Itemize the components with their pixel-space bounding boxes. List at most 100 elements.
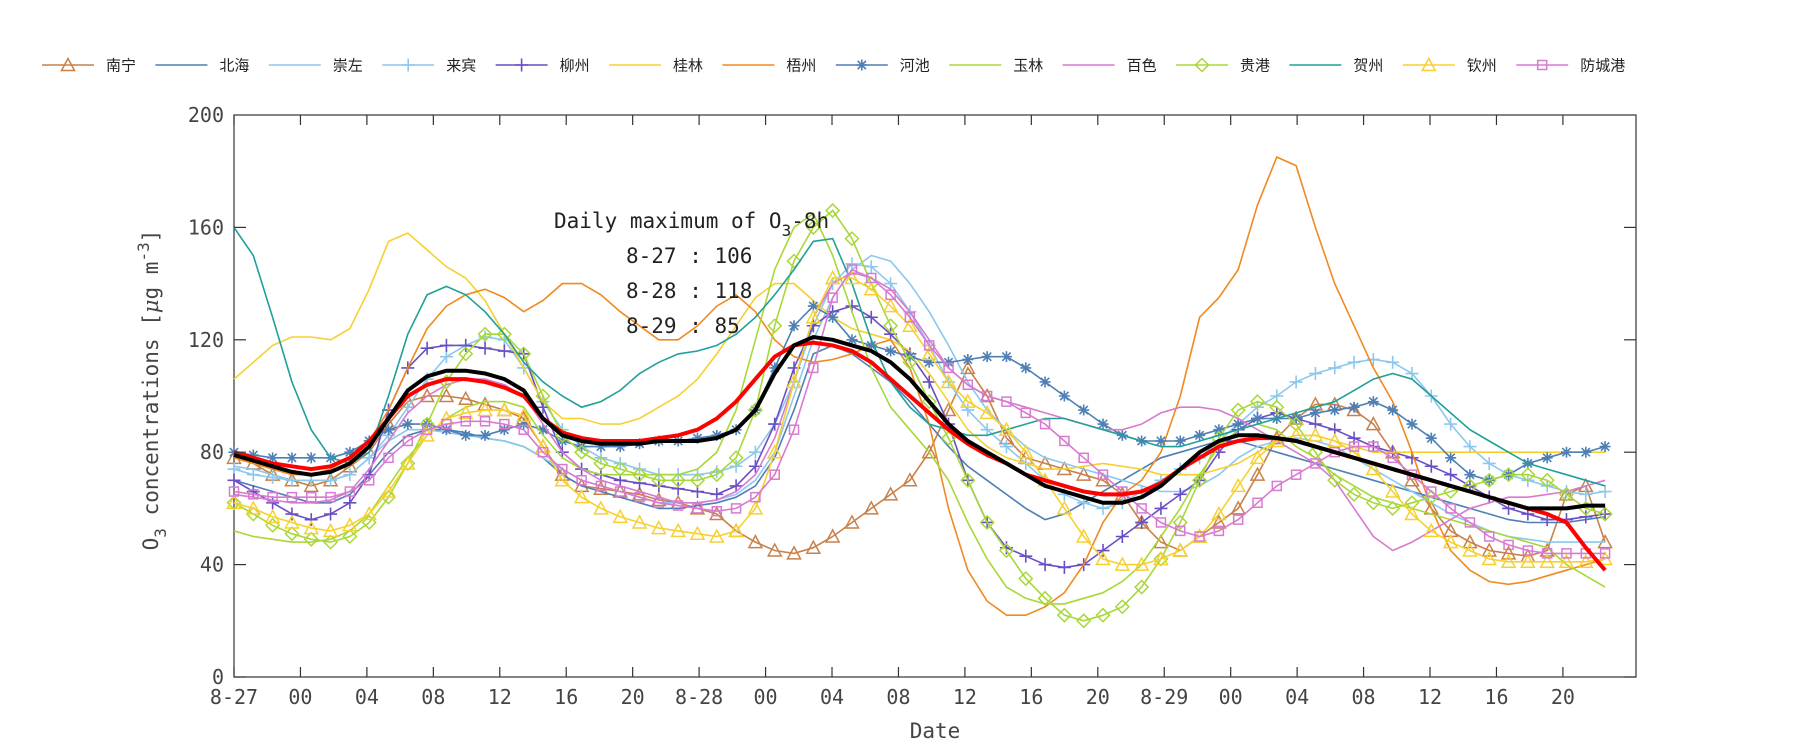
legend-item: 防城港 [1516, 57, 1625, 75]
data-point-marker [380, 483, 397, 498]
legend-item: 贵港 [1176, 57, 1270, 75]
data-point-marker [1020, 362, 1032, 374]
data-point-marker [1560, 446, 1572, 458]
data-point-marker [267, 491, 278, 503]
data-point-marker [1598, 485, 1612, 499]
data-point-marker [1442, 534, 1459, 549]
legend-swatch-marker [856, 59, 868, 71]
x-tick-label: 20 [621, 685, 645, 709]
data-point-marker [1252, 497, 1263, 509]
data-point-marker [634, 491, 645, 503]
data-point-marker [883, 318, 899, 334]
data-point-marker [962, 353, 974, 365]
data-point-marker [1426, 486, 1437, 497]
data-point-marker [766, 444, 783, 459]
data-point-marker [750, 491, 761, 503]
data-point-marker [1539, 553, 1555, 569]
data-point-marker [1404, 505, 1420, 521]
data-point-marker [228, 486, 240, 497]
data-point-marker [747, 534, 764, 549]
data-point-marker [1348, 441, 1360, 452]
data-point-marker [1599, 548, 1611, 559]
data-point-marker [573, 489, 590, 504]
data-point-marker [844, 231, 860, 247]
data-point-marker [1153, 550, 1169, 566]
legend-item: 贺州 [1289, 57, 1383, 75]
data-point-marker [689, 472, 706, 488]
data-point-marker [438, 387, 455, 403]
data-point-marker [1059, 435, 1070, 447]
data-point-marker [343, 496, 357, 510]
data-point-marker [943, 356, 955, 368]
data-point-marker [1230, 402, 1246, 418]
data-point-marker [1078, 452, 1089, 464]
data-point-marker [1482, 456, 1496, 470]
legend-item: 河池 [835, 57, 930, 75]
data-point-marker [1578, 553, 1594, 569]
data-point-marker [284, 514, 300, 529]
data-point-marker [595, 480, 607, 492]
data-point-marker [670, 472, 686, 488]
x-tick-label: 16 [554, 685, 578, 709]
data-point-marker [1558, 486, 1575, 502]
data-point-marker [1290, 469, 1302, 480]
data-point-marker [1346, 486, 1362, 502]
data-point-marker [227, 462, 241, 476]
data-point-marker [303, 531, 319, 547]
legend-item: 北海 [155, 57, 249, 75]
data-point-marker [711, 505, 723, 517]
data-point-marker [284, 526, 300, 542]
data-point-marker [769, 469, 780, 480]
data-point-marker [710, 487, 724, 501]
data-point-marker [1155, 517, 1167, 528]
data-point-marker [882, 486, 899, 501]
data-point-marker [419, 387, 435, 403]
data-point-marker [923, 356, 935, 368]
data-point-marker [786, 545, 802, 560]
series-line [233, 232, 1606, 476]
data-point-marker [457, 390, 474, 406]
series-layer [226, 156, 1613, 629]
legend-label: 百色 [1127, 57, 1157, 75]
data-point-marker [496, 401, 513, 417]
data-point-marker [516, 346, 532, 362]
data-point-marker [1500, 467, 1517, 483]
data-point-marker [1056, 500, 1073, 515]
data-point-marker [496, 326, 512, 342]
data-point-marker [361, 514, 377, 531]
data-point-marker [248, 489, 259, 500]
data-point-marker [246, 468, 260, 482]
data-point-marker [342, 528, 358, 545]
data-point-marker [866, 272, 877, 284]
legend-swatch-marker [1194, 57, 1210, 73]
series-11 [233, 226, 1606, 487]
data-point-marker [998, 542, 1015, 559]
data-point-marker [1308, 367, 1322, 381]
data-point-marker [382, 424, 394, 436]
data-point-marker [614, 486, 626, 497]
y-tick-label: 80 [200, 440, 224, 464]
data-point-marker [439, 338, 453, 352]
data-point-marker [1462, 542, 1478, 557]
x-tick-label: 00 [288, 685, 312, 709]
data-point-marker [1192, 472, 1208, 488]
data-point-marker [1037, 590, 1053, 606]
data-point-marker [979, 387, 995, 403]
data-point-marker [1522, 545, 1534, 556]
data-point-marker [324, 473, 338, 487]
data-point-marker [1481, 542, 1497, 557]
data-point-marker [805, 309, 822, 324]
data-point-marker [1211, 505, 1227, 521]
data-point-marker [401, 400, 415, 414]
data-point-marker [651, 472, 667, 488]
x-tick-label: 20 [1551, 685, 1575, 709]
data-point-marker [537, 446, 549, 458]
x-tick-label: 08 [886, 685, 910, 709]
data-point-marker [1039, 376, 1051, 388]
data-point-marker [305, 491, 317, 503]
data-point-marker [923, 340, 935, 351]
data-point-marker [498, 424, 510, 436]
x-tick-label: 04 [355, 685, 379, 709]
x-axis-title: Date [910, 719, 961, 743]
